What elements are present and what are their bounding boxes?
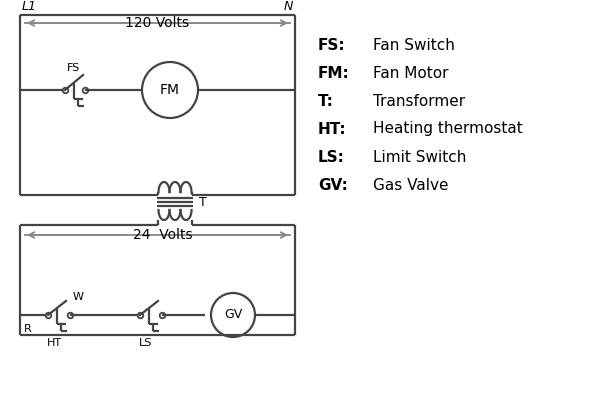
Text: HT:: HT: bbox=[318, 122, 347, 136]
Text: Transformer: Transformer bbox=[373, 94, 465, 108]
Text: LS:: LS: bbox=[318, 150, 345, 164]
Text: T: T bbox=[199, 196, 206, 208]
Text: W: W bbox=[73, 292, 84, 302]
Text: L1: L1 bbox=[22, 0, 37, 14]
Text: Fan Switch: Fan Switch bbox=[373, 38, 455, 52]
Text: Fan Motor: Fan Motor bbox=[373, 66, 448, 80]
Text: 24  Volts: 24 Volts bbox=[133, 228, 192, 242]
Text: HT: HT bbox=[47, 338, 61, 348]
Text: N: N bbox=[284, 0, 293, 14]
Text: FM: FM bbox=[160, 83, 180, 97]
Text: FS:: FS: bbox=[318, 38, 346, 52]
Text: FS: FS bbox=[67, 63, 81, 73]
Text: GV:: GV: bbox=[318, 178, 348, 192]
Text: Gas Valve: Gas Valve bbox=[373, 178, 448, 192]
Text: R: R bbox=[24, 324, 32, 334]
Text: T:: T: bbox=[318, 94, 334, 108]
Text: Heating thermostat: Heating thermostat bbox=[373, 122, 523, 136]
Text: 120 Volts: 120 Volts bbox=[126, 16, 189, 30]
Text: FM:: FM: bbox=[318, 66, 350, 80]
Text: GV: GV bbox=[224, 308, 242, 322]
Text: LS: LS bbox=[139, 338, 153, 348]
Text: Limit Switch: Limit Switch bbox=[373, 150, 466, 164]
